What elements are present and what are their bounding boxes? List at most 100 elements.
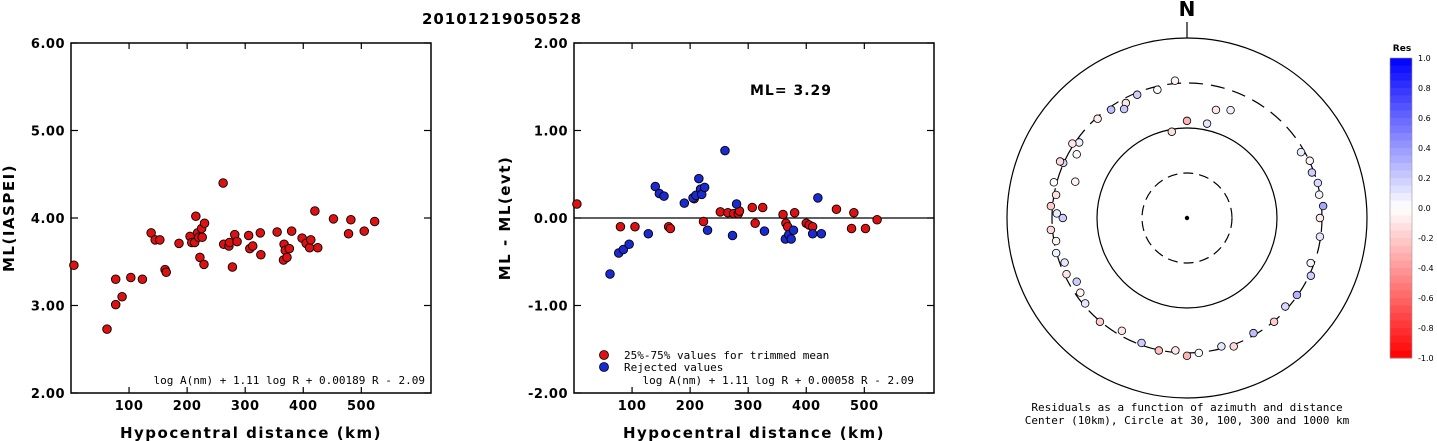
plot2-ytick-label: -1.00	[528, 300, 568, 315]
colorbar-tick-label: 1.0	[1418, 54, 1431, 63]
colorbar-segment	[1390, 305, 1412, 314]
station-residual-marker	[1296, 147, 1306, 157]
plot1-point-red	[69, 260, 79, 271]
plot1-xtick-label: 100	[115, 399, 144, 414]
colorbar-segment	[1390, 215, 1412, 224]
station-residual-marker	[1051, 236, 1061, 246]
residual-colorbar: Res 1.0 0.8 0.6 0.4 0.2 0.0 -0.2 -0.4 -0.6 -0.8 -1…	[1389, 44, 1434, 363]
station-residual-marker	[1117, 326, 1127, 335]
station-residual-marker	[1202, 119, 1212, 128]
ml-value-label: ML= 3.29	[750, 83, 832, 99]
colorbar-segment	[1390, 208, 1412, 216]
plot2-point-blue	[759, 226, 770, 236]
station-residual-marker	[1167, 127, 1176, 136]
station-residual-marker	[1226, 105, 1235, 115]
plot2-ylabel: ML - ML(evt)	[496, 156, 514, 280]
station-residual-marker	[1119, 104, 1129, 114]
colorbar-tick-label: -0.4	[1418, 264, 1434, 273]
plot1-xtick-label: 200	[173, 399, 202, 414]
colorbar-segment	[1390, 343, 1412, 351]
plot2-point-red	[615, 221, 626, 232]
station-residual-marker	[1171, 346, 1180, 355]
plot2-point-blue	[659, 191, 669, 201]
colorbar-segment	[1390, 328, 1412, 336]
plot1-point-red	[197, 232, 207, 242]
plot1-point-red	[110, 274, 121, 285]
plot2-point-blue	[813, 193, 823, 203]
plot2-ytick-label: 0.00	[534, 212, 568, 227]
plot2-point-red	[846, 223, 857, 234]
colorbar-segment	[1390, 65, 1412, 74]
colorbar-segment	[1390, 178, 1412, 186]
plot2-point-blue	[650, 181, 661, 192]
station-residual-marker	[1306, 271, 1316, 280]
plot1-point-red	[255, 228, 266, 238]
plot2-formula: log A(nm) + 1.11 log R + 0.00058 R - 2.0…	[642, 374, 914, 387]
colorbar-tick-label: -1.0	[1418, 354, 1434, 363]
station-residual-marker	[1071, 177, 1080, 186]
plot1-point-red	[110, 299, 121, 310]
ml-vs-distance-plot: Hypocentral distance (km) ML(IASPEI) log…	[0, 37, 432, 441]
colorbar-segment	[1390, 193, 1412, 201]
plot2-point-blue	[694, 173, 704, 184]
station-residual-marker	[1229, 342, 1238, 351]
colorbar-segment	[1390, 73, 1412, 81]
station-residual-marker	[1315, 232, 1325, 241]
station-residual-marker	[1062, 269, 1071, 279]
station-residual-marker	[1182, 116, 1192, 126]
plot1-point-red	[232, 236, 242, 247]
plot1-point-red	[155, 235, 165, 245]
colorbar-segment	[1390, 133, 1412, 141]
colorbar-segment	[1390, 260, 1412, 269]
plot2-point-blue	[816, 228, 827, 239]
plot2-point-blue	[807, 228, 818, 239]
colorbar-segment	[1390, 275, 1412, 284]
colorbar-segment	[1390, 110, 1412, 119]
plot2-point-blue	[618, 244, 629, 255]
colorbar-title: Res	[1393, 44, 1411, 54]
plot1-point-red	[284, 243, 295, 254]
ring-1000km	[1006, 37, 1368, 399]
colorbar-tick-label: 0.6	[1418, 114, 1431, 123]
station-residual-marker	[1170, 76, 1180, 85]
station-residual-marker	[1305, 156, 1314, 165]
legend-blue-marker	[599, 362, 609, 372]
plot1-point-red	[343, 228, 354, 239]
station-residual-marker	[1307, 168, 1317, 177]
station-residual-marker	[1211, 105, 1221, 115]
plot1-point-red	[199, 218, 210, 228]
colorbar-segment	[1390, 140, 1412, 149]
plot1-point-red	[146, 228, 156, 238]
plot2-point-red	[789, 207, 800, 218]
plot2-point-blue	[605, 269, 615, 279]
station-residual-marker	[1076, 288, 1085, 297]
colorbar-segment	[1390, 125, 1412, 134]
station-residual-marker	[1315, 213, 1325, 223]
map-caption-line1: Residuals as a function of azimuth and d…	[1031, 401, 1342, 414]
plot1-point-red	[195, 252, 205, 263]
plot1-point-red	[243, 230, 254, 241]
plot2-point-red	[872, 214, 882, 225]
plot1-point-red	[369, 216, 380, 227]
colorbar-segment	[1390, 313, 1412, 321]
colorbar-segment	[1390, 200, 1412, 209]
colorbar-tick-label: -0.8	[1418, 324, 1434, 333]
map-center	[1184, 215, 1190, 221]
station-residual-marker	[1051, 248, 1061, 258]
station-residual-marker	[1052, 209, 1062, 218]
colorbar-segment	[1390, 350, 1412, 359]
station-residual-marker	[1217, 342, 1226, 351]
plot1-ytick-label: 3.00	[31, 300, 65, 315]
colorbar-segment	[1390, 298, 1412, 306]
plot1-formula: log A(nm) + 1.11 log R + 0.00189 R - 2.0…	[153, 374, 425, 387]
colorbar-tick-label: -0.6	[1418, 294, 1434, 303]
colorbar-segment	[1390, 88, 1412, 96]
plot1-point-red	[102, 324, 112, 334]
plot2-point-red	[750, 218, 760, 228]
plot2-point-blue	[720, 145, 730, 156]
station-residual-marker	[1314, 190, 1324, 199]
station-residual-marker	[1137, 338, 1146, 348]
plot1-ytick-label: 2.00	[31, 387, 65, 402]
station-residual-marker	[1058, 213, 1067, 223]
ring-100km	[1096, 127, 1278, 309]
